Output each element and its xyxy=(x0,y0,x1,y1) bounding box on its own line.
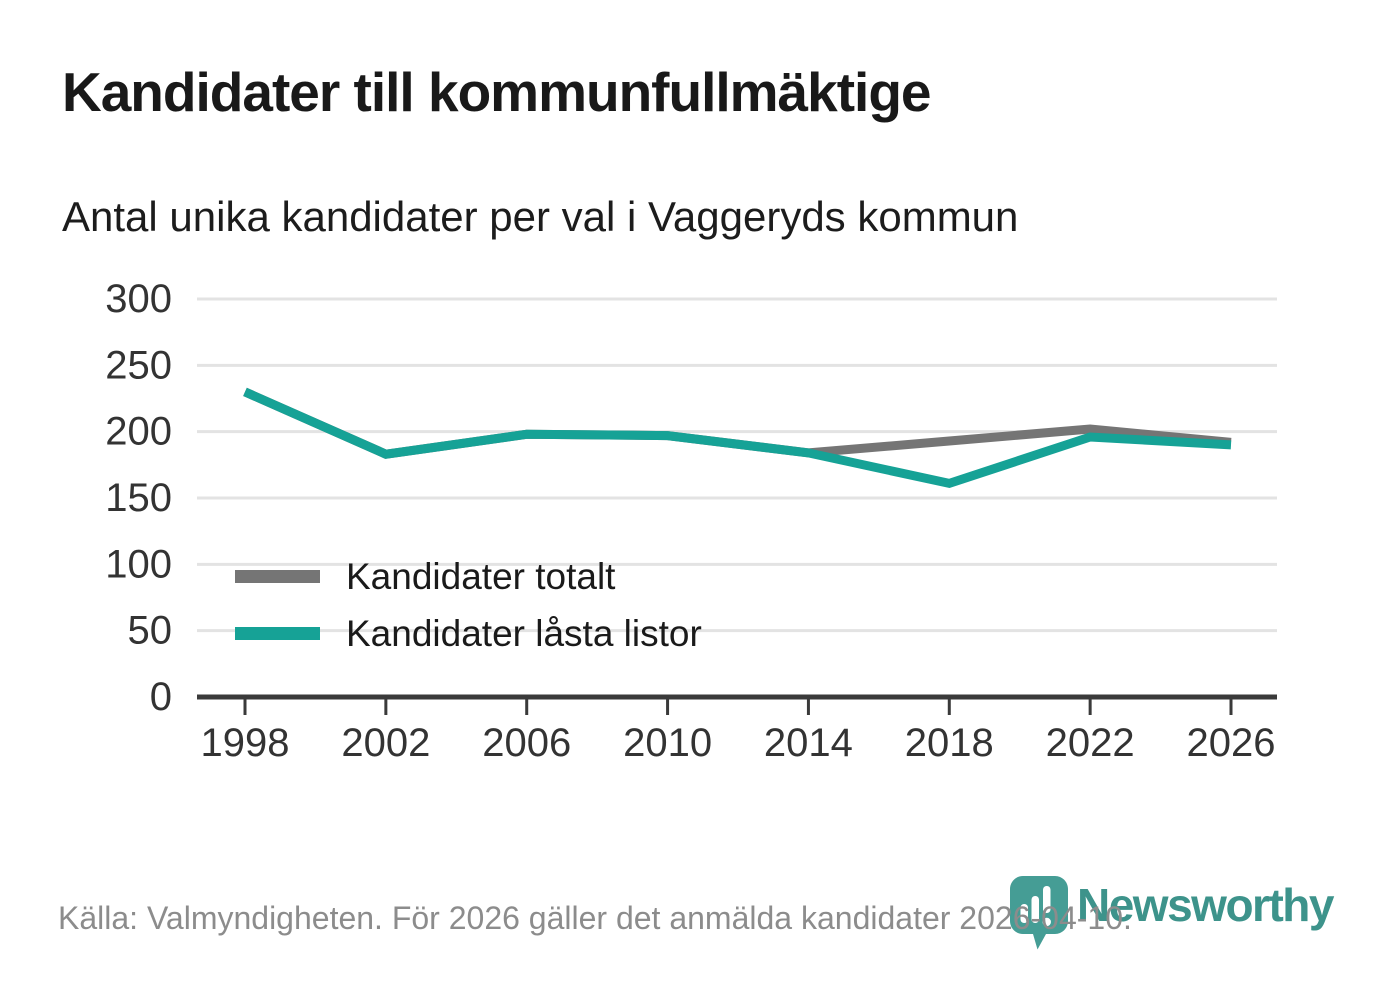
bar-medium xyxy=(1031,896,1039,923)
y-axis-label-300: 300 xyxy=(105,277,172,321)
y-axis-label-100: 100 xyxy=(105,542,172,586)
x-axis-label-2010: 2010 xyxy=(623,721,712,765)
x-axis-label-2022: 2022 xyxy=(1046,721,1135,765)
bar-exclamation xyxy=(1043,886,1051,913)
y-axis-label-50: 50 xyxy=(128,609,173,653)
x-axis-label-2018: 2018 xyxy=(905,721,994,765)
x-axis-label-2026: 2026 xyxy=(1187,721,1276,765)
newsworthy-wordmark: Newsworthy xyxy=(1077,879,1334,931)
x-axis-label-2002: 2002 xyxy=(341,721,430,765)
chart-subtitle: Antal unika kandidater per val i Vaggery… xyxy=(62,193,1019,240)
y-axis-label-150: 150 xyxy=(105,476,172,520)
series-line-kandidater-lasta-listor xyxy=(243,387,1232,489)
source-note: Källa: Valmyndigheten. För 2026 gäller d… xyxy=(58,900,1132,936)
bar-short xyxy=(1020,904,1028,923)
legend-swatch xyxy=(235,570,320,583)
chart-legend: Kandidater totalt Kandidater låsta listor xyxy=(235,548,702,662)
exclamation-dot xyxy=(1042,917,1051,927)
x-axis-label-2006: 2006 xyxy=(482,721,571,765)
legend-label: Kandidater totalt xyxy=(346,555,616,597)
y-axis-label-200: 200 xyxy=(105,410,172,454)
newsworthy-pin-icon xyxy=(1010,876,1068,950)
x-axis-label-2014: 2014 xyxy=(764,721,853,765)
legend-swatch xyxy=(235,627,320,640)
y-axis-label-250: 250 xyxy=(105,343,172,387)
legend-label: Kandidater låsta listor xyxy=(346,612,702,654)
legend-item: Kandidater totalt xyxy=(235,548,702,605)
y-axis-label-0: 0 xyxy=(150,675,172,719)
x-axis-label-1998: 1998 xyxy=(201,721,290,765)
newsworthy-logo: Newsworthy xyxy=(1010,876,1334,951)
legend-item: Kandidater låsta listor xyxy=(235,605,702,662)
chart-title: Kandidater till kommunfullmäktige xyxy=(62,61,932,123)
